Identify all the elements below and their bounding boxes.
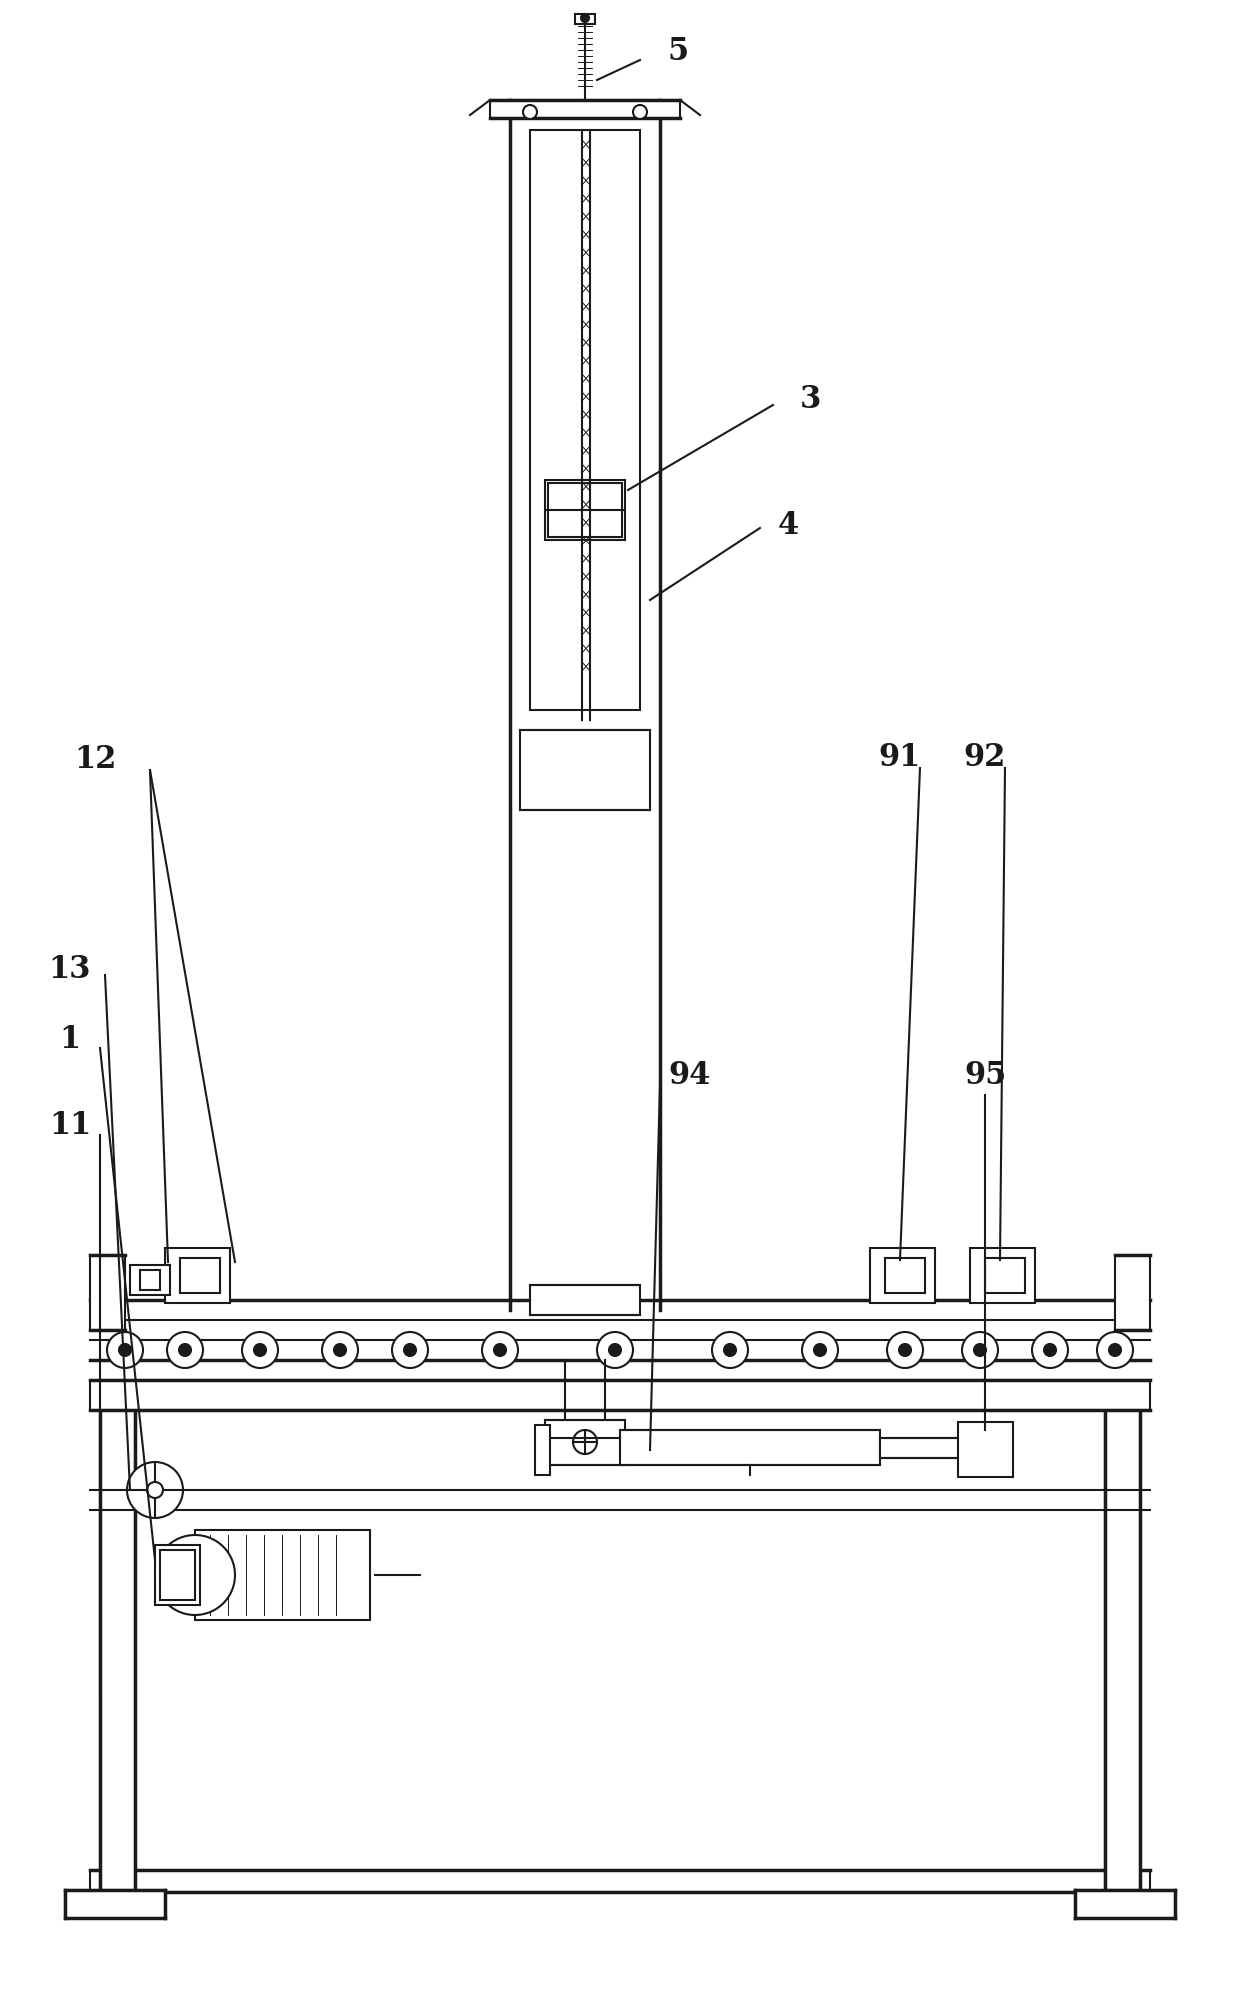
- Circle shape: [392, 1333, 428, 1369]
- Bar: [959, 1422, 1013, 1476]
- Circle shape: [404, 1345, 415, 1357]
- Text: 4: 4: [777, 509, 799, 541]
- Circle shape: [482, 1333, 518, 1369]
- Bar: [870, 1249, 935, 1303]
- Bar: [100, 1400, 135, 1889]
- Bar: [1075, 1889, 1176, 1917]
- Bar: [534, 1424, 551, 1474]
- Circle shape: [632, 106, 647, 120]
- Bar: [970, 1249, 1035, 1303]
- Text: 12: 12: [74, 744, 117, 776]
- Text: 1: 1: [60, 1025, 81, 1055]
- Circle shape: [609, 1345, 621, 1357]
- Circle shape: [724, 1345, 737, 1357]
- Circle shape: [322, 1333, 358, 1369]
- Circle shape: [242, 1333, 278, 1369]
- Text: 11: 11: [48, 1109, 91, 1141]
- Circle shape: [126, 1462, 184, 1518]
- Bar: [91, 1255, 125, 1331]
- Text: 94: 94: [668, 1059, 712, 1091]
- Bar: [1115, 1255, 1149, 1331]
- Bar: [180, 1259, 219, 1293]
- Circle shape: [167, 1333, 203, 1369]
- Circle shape: [494, 1345, 506, 1357]
- Circle shape: [119, 1345, 131, 1357]
- Bar: [155, 1544, 200, 1606]
- Text: 95: 95: [963, 1059, 1006, 1091]
- Text: 3: 3: [800, 385, 821, 415]
- Text: 13: 13: [48, 954, 92, 986]
- Circle shape: [254, 1345, 267, 1357]
- Circle shape: [813, 1345, 826, 1357]
- Circle shape: [596, 1333, 632, 1369]
- Bar: [880, 1438, 970, 1458]
- Bar: [130, 1265, 170, 1295]
- Bar: [620, 1430, 880, 1464]
- Bar: [140, 1271, 160, 1291]
- Bar: [165, 1249, 229, 1303]
- Bar: [529, 1285, 640, 1315]
- Bar: [1105, 1400, 1140, 1889]
- Circle shape: [973, 1345, 986, 1357]
- Bar: [985, 1259, 1025, 1293]
- Circle shape: [1044, 1345, 1056, 1357]
- Bar: [160, 1550, 195, 1600]
- Circle shape: [899, 1345, 911, 1357]
- Circle shape: [107, 1333, 143, 1369]
- Circle shape: [962, 1333, 998, 1369]
- Text: 92: 92: [963, 742, 1006, 774]
- Bar: [91, 1869, 1149, 1891]
- Bar: [490, 100, 680, 118]
- Text: 91: 91: [879, 742, 921, 774]
- Circle shape: [712, 1333, 748, 1369]
- Circle shape: [1109, 1345, 1121, 1357]
- Bar: [575, 14, 595, 24]
- Text: 5: 5: [667, 36, 688, 68]
- Circle shape: [179, 1345, 191, 1357]
- Bar: [548, 483, 622, 537]
- Bar: [546, 481, 625, 541]
- Bar: [520, 730, 650, 810]
- Bar: [64, 1889, 165, 1917]
- Circle shape: [582, 14, 589, 22]
- Bar: [91, 1381, 1149, 1410]
- Circle shape: [155, 1534, 236, 1616]
- Circle shape: [523, 106, 537, 120]
- Bar: [195, 1530, 370, 1620]
- Circle shape: [148, 1482, 162, 1498]
- Circle shape: [1097, 1333, 1133, 1369]
- Bar: [546, 1420, 625, 1464]
- Bar: [529, 130, 640, 710]
- Bar: [885, 1259, 925, 1293]
- Circle shape: [1032, 1333, 1068, 1369]
- Circle shape: [802, 1333, 838, 1369]
- Circle shape: [573, 1430, 596, 1454]
- Circle shape: [334, 1345, 346, 1357]
- Circle shape: [887, 1333, 923, 1369]
